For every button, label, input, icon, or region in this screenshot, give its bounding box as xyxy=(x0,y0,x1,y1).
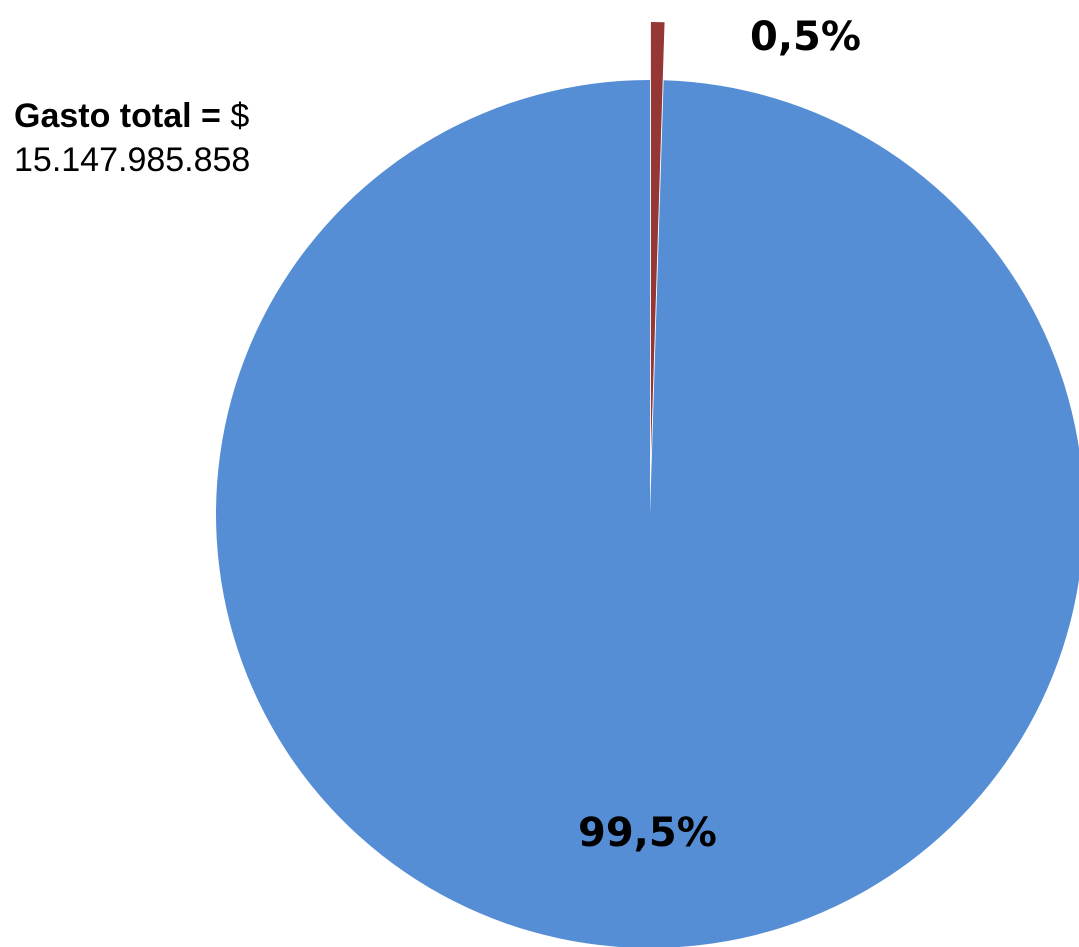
pie-slice-1 xyxy=(216,80,1079,947)
pie-slice-2 xyxy=(650,22,665,457)
total-spend-currency: $ xyxy=(230,97,250,135)
total-spend-amount: 15.147.985.858 xyxy=(14,141,251,179)
pie-slice-label-2: 0,5% xyxy=(750,14,861,60)
total-spend-label: Gasto total = xyxy=(14,97,221,135)
pie-slices xyxy=(216,22,1079,947)
total-spend-annotation: Gasto total = $ 15.147.985.858 xyxy=(14,94,250,182)
pie-slice-label-1: 99,5% xyxy=(578,810,717,856)
pie-labels: 99,5% 0,5% xyxy=(578,14,861,856)
